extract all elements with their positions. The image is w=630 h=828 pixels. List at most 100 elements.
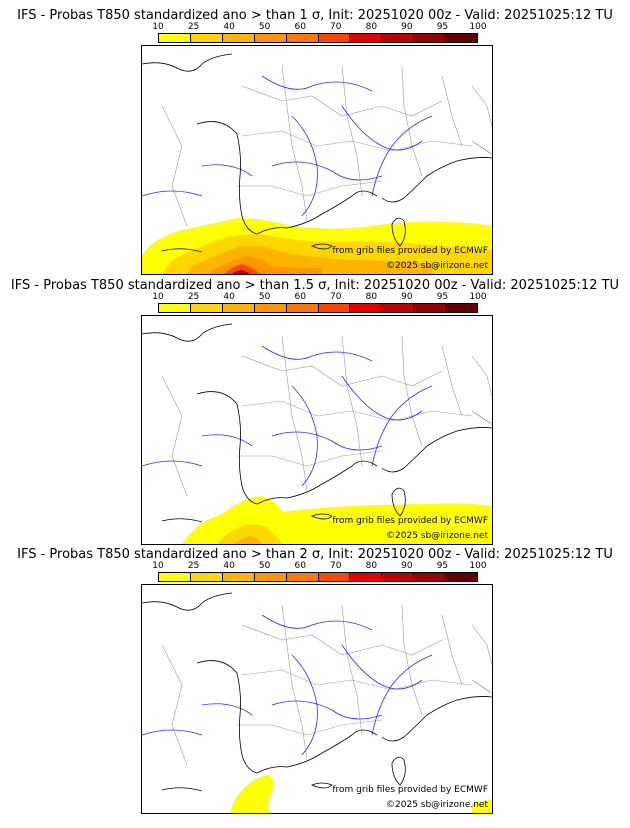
panel-title: IFS - Probas T850 standardized ano > tha… [17, 547, 613, 562]
coastline-segment [381, 157, 492, 203]
admin-border [471, 85, 492, 127]
colorbar-swatch [253, 304, 286, 312]
colorbar-swatch [317, 34, 350, 42]
coastline [142, 323, 492, 523]
colorbar-swatch [159, 34, 190, 42]
colorbar-tick-label: 60 [294, 22, 306, 32]
colorbar-tick-label: 100 [469, 22, 487, 32]
colorbar-tick-label: 10 [152, 561, 164, 571]
panel-sigma-2: IFS - Probas T850 standardized ano > tha… [0, 547, 630, 817]
river [291, 115, 318, 217]
river [271, 700, 383, 720]
colorbar [158, 303, 478, 313]
colorbar-swatch [381, 304, 414, 312]
coastline-segment [161, 518, 203, 523]
river [201, 164, 253, 177]
coastline-segment [196, 391, 258, 505]
map-svg [142, 53, 492, 274]
colorbar-tick-label: 40 [223, 22, 235, 32]
colorbar-tick-label: 70 [330, 22, 342, 32]
coastline-segment [391, 756, 406, 786]
colorbar-swatch [285, 304, 318, 312]
colorbar-swatch [445, 34, 478, 42]
river [341, 644, 423, 690]
colorbar-tick-label: 70 [330, 292, 342, 302]
coastline-segment [142, 592, 233, 611]
colorbar-swatch [189, 573, 222, 581]
admin-border [237, 180, 383, 197]
admin-border [241, 85, 443, 117]
coastline-segment [381, 427, 492, 473]
colorbar-swatch [253, 34, 286, 42]
admin-border [237, 450, 383, 467]
colorbar-tick-label: 80 [365, 561, 378, 571]
colorbar-swatch [349, 34, 382, 42]
admin-border [241, 669, 473, 691]
river [201, 434, 253, 447]
colorbar-swatch [221, 573, 254, 581]
panel-title: IFS - Probas T850 standardized ano > tha… [10, 278, 620, 293]
basemap [142, 335, 492, 497]
panel-title: IFS - Probas T850 standardized ano > tha… [17, 8, 613, 23]
colorbar-tick-label: 90 [401, 561, 413, 571]
river [341, 375, 423, 421]
coastline-segment [310, 513, 333, 520]
probability-map: from grib files provided by ECMWF ©2025 … [141, 315, 493, 545]
coastline-segment [196, 660, 258, 774]
river [371, 654, 433, 736]
admin-border [161, 644, 188, 766]
basemap [142, 65, 492, 227]
river [371, 385, 433, 467]
coastline-segment [256, 729, 378, 774]
panel-sigma-1-5: IFS - Probas T850 standardized ano > tha… [0, 278, 630, 548]
colorbar-swatch [189, 34, 222, 42]
colorbar-tick-label: 90 [401, 292, 413, 302]
colorbar-labels: 10 25 40 50 60 70 80 90 95 100 [152, 561, 486, 572]
coastline [142, 592, 492, 792]
river [291, 654, 318, 756]
colorbar-swatch [381, 34, 414, 42]
probability-shading [230, 775, 492, 813]
colorbar-swatch [159, 573, 190, 581]
colorbar-swatch [413, 573, 446, 581]
colorbar-swatch [317, 304, 350, 312]
river [261, 614, 373, 631]
colorbar-tick-label: 80 [365, 22, 378, 32]
probability-map: from grib files provided by ECMWF ©2025 … [141, 45, 493, 275]
admin-border [341, 335, 363, 467]
colorbar-swatch [445, 304, 478, 312]
basemap [142, 604, 492, 766]
colorbar-tick-label: 10 [152, 22, 164, 32]
river [142, 729, 203, 736]
river [201, 703, 253, 716]
colorbar-swatch [253, 573, 286, 581]
coastline-segment [310, 243, 333, 250]
admin-border [441, 75, 463, 147]
colorbar-labels: 10 25 40 50 60 70 80 90 95 100 [152, 22, 486, 33]
admin-border [237, 719, 383, 736]
admin-border [401, 335, 423, 447]
colorbar-swatch [221, 304, 254, 312]
river [271, 431, 383, 451]
colorbar-swatch [221, 34, 254, 42]
colorbar-tick-label: 50 [258, 561, 271, 571]
river [291, 385, 318, 487]
admin-border [341, 604, 363, 736]
admin-border [471, 624, 492, 666]
admin-border [161, 105, 188, 227]
admin-border [241, 355, 443, 387]
colorbar-swatch [189, 304, 222, 312]
colorbar-tick-label: 25 [187, 561, 200, 571]
coastline-segment [142, 53, 233, 72]
probability-shading [182, 496, 492, 544]
colorbar-swatch [285, 573, 318, 581]
colorbar-tick-label: 95 [436, 561, 449, 571]
colorbar-swatch [445, 573, 478, 581]
admin-border [281, 604, 308, 761]
coastline-segment [161, 787, 203, 792]
colorbar [158, 33, 478, 43]
coastline [142, 53, 492, 253]
colorbar-tick-label: 60 [294, 292, 306, 302]
coastline-segment [196, 121, 258, 235]
colorbar-swatch [413, 304, 446, 312]
